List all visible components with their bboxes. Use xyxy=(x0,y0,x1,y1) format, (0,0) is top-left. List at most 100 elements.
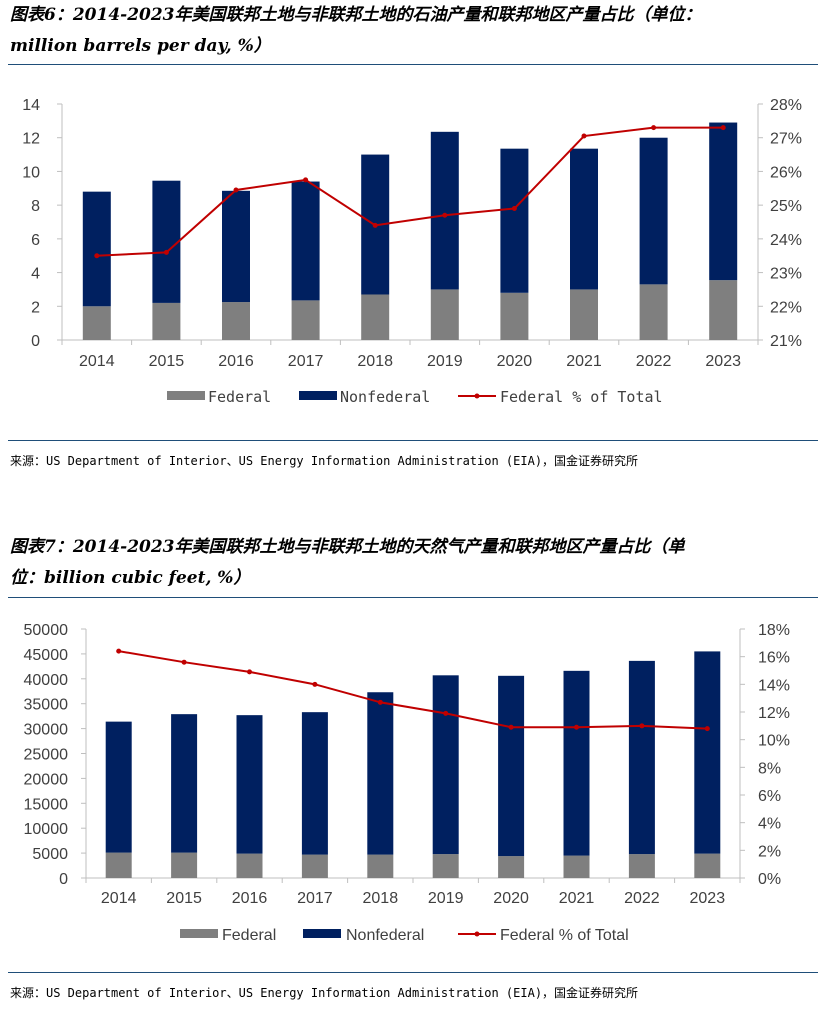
nonfederal-bar xyxy=(82,191,111,307)
figure-7-title-line2: 位：billion cubic feet, %） xyxy=(10,568,251,588)
x-tick-label: 2015 xyxy=(149,353,185,370)
federal-bar xyxy=(639,284,668,340)
right-tick-label: 16% xyxy=(758,650,790,667)
right-tick-label: 24% xyxy=(770,232,802,249)
figure-7-title-line1: 图表7：2014-2023年美国联邦土地与非联邦土地的天然气产量和联邦地区产量占… xyxy=(10,537,685,557)
federal-share-line xyxy=(96,126,724,257)
x-tick-label: 2015 xyxy=(166,890,202,907)
left-tick-label: 50000 xyxy=(24,622,69,639)
legend-nonfederal-swatch xyxy=(299,391,337,400)
oil-production-chart: 0 2 4 6 8 10 12 14 21% 22% 23% 24% 25% 26% 27% 28% 2014 2… xyxy=(22,97,802,406)
nonfederal-bar xyxy=(222,190,250,303)
federal-bar xyxy=(498,856,525,878)
federal-share-point xyxy=(651,125,657,131)
figure-6-source: 来源：US Department of Interior、US Energy I… xyxy=(10,454,639,468)
nonfederal-bar xyxy=(291,181,320,301)
x-tick-label: 2022 xyxy=(624,890,660,907)
x-tick-label: 2014 xyxy=(79,353,115,370)
nonfederal-bar xyxy=(709,122,738,281)
left-tick-label: 40000 xyxy=(24,672,69,689)
x-tick-label: 2021 xyxy=(559,890,595,907)
x-tick-label: 2018 xyxy=(357,353,393,370)
legend-federal-swatch xyxy=(180,929,218,938)
federal-bar xyxy=(105,852,132,878)
figure-7-top-rule xyxy=(8,597,818,598)
federal-share-point xyxy=(377,699,383,705)
left-tick-label: 4 xyxy=(31,266,40,283)
right-tick-label: 27% xyxy=(770,131,802,148)
left-tick-label: 30000 xyxy=(24,722,69,739)
right-tick-label: 14% xyxy=(758,677,790,694)
right-tick-label: 18% xyxy=(758,622,790,639)
right-tick-label: 0% xyxy=(758,871,781,888)
left-tick-label: 14 xyxy=(22,97,40,114)
figure-6-title-line1: 图表6：2014-2023年美国联邦土地与非联邦土地的石油产量和联邦地区产量占比… xyxy=(10,5,702,25)
x-tick-label: 2016 xyxy=(218,353,254,370)
right-tick-label: 25% xyxy=(770,198,802,215)
legend-label: Federal % of Total xyxy=(500,388,663,406)
federal-share-point xyxy=(247,669,252,675)
legend-label: Federal xyxy=(208,388,271,406)
figure-7-source: 来源：US Department of Interior、US Energy I… xyxy=(10,986,639,1000)
federal-share-point xyxy=(312,681,318,687)
federal-share-point xyxy=(574,724,579,730)
left-tick-label: 20000 xyxy=(24,771,69,788)
federal-bar xyxy=(709,280,738,340)
x-tick-label: 2017 xyxy=(288,353,324,370)
left-tick-label: 5000 xyxy=(32,846,68,863)
right-tick-label: 26% xyxy=(770,164,802,181)
federal-share-point xyxy=(163,249,169,255)
federal-bar xyxy=(301,854,328,878)
federal-share-point xyxy=(372,222,378,228)
right-tick-label: 10% xyxy=(758,733,790,750)
figure-7-bottom-rule xyxy=(8,972,818,973)
right-tick-label: 8% xyxy=(758,760,781,777)
nonfederal-bar xyxy=(694,651,721,854)
right-tick-label: 21% xyxy=(770,333,802,350)
nonfederal-bar xyxy=(563,670,590,856)
figure-7-title: 图表7：2014-2023年美国联邦土地与非联邦土地的天然气产量和联邦地区产量占… xyxy=(10,532,820,594)
gas-production-chart: 0 5000 10000 15000 20000 25000 30000 35000 40000… xyxy=(24,622,791,944)
federal-bar xyxy=(367,854,394,878)
left-tick-label: 10 xyxy=(22,164,40,181)
federal-share-point xyxy=(181,659,187,665)
federal-bar xyxy=(361,294,390,340)
x-tick-label: 2023 xyxy=(705,353,741,370)
legend-label: Federal % of Total xyxy=(500,927,629,944)
left-tick-label: 0 xyxy=(31,333,40,350)
right-tick-label: 4% xyxy=(758,816,781,833)
x-tick-label: 2023 xyxy=(690,890,726,907)
figure-6-bottom-rule xyxy=(8,440,818,441)
nonfederal-bar xyxy=(430,131,459,290)
legend-label: Federal xyxy=(222,927,276,944)
federal-share-point xyxy=(443,710,449,716)
federal-share-point xyxy=(303,177,309,183)
left-tick-label: 12 xyxy=(22,131,40,148)
federal-bar xyxy=(291,300,320,340)
nonfederal-bar xyxy=(639,137,668,285)
federal-bar xyxy=(222,302,250,340)
x-tick-label: 2022 xyxy=(636,353,672,370)
federal-bar xyxy=(563,855,590,878)
federal-bar xyxy=(570,289,598,340)
federal-bar xyxy=(152,302,181,340)
left-tick-label: 35000 xyxy=(24,697,69,714)
x-tick-label: 2020 xyxy=(493,890,529,907)
nonfederal-bar xyxy=(105,721,132,853)
right-tick-label: 23% xyxy=(770,266,802,283)
left-tick-label: 8 xyxy=(31,198,40,215)
federal-share-point xyxy=(581,133,587,139)
federal-bar xyxy=(432,854,459,878)
figure-6-top-rule xyxy=(8,64,818,65)
left-tick-label: 45000 xyxy=(24,647,69,664)
right-tick-label: 6% xyxy=(758,788,781,805)
right-tick-label: 28% xyxy=(770,97,802,114)
legend-nonfederal-swatch xyxy=(303,929,341,938)
federal-share-point xyxy=(442,212,448,218)
nonfederal-bar xyxy=(628,660,655,855)
left-tick-label: 25000 xyxy=(24,747,69,764)
right-tick-label: 22% xyxy=(770,299,802,316)
nonfederal-bar xyxy=(500,148,529,293)
x-tick-label: 2019 xyxy=(427,353,463,370)
figure-6-title-line2: million barrels per day, %） xyxy=(10,36,271,56)
